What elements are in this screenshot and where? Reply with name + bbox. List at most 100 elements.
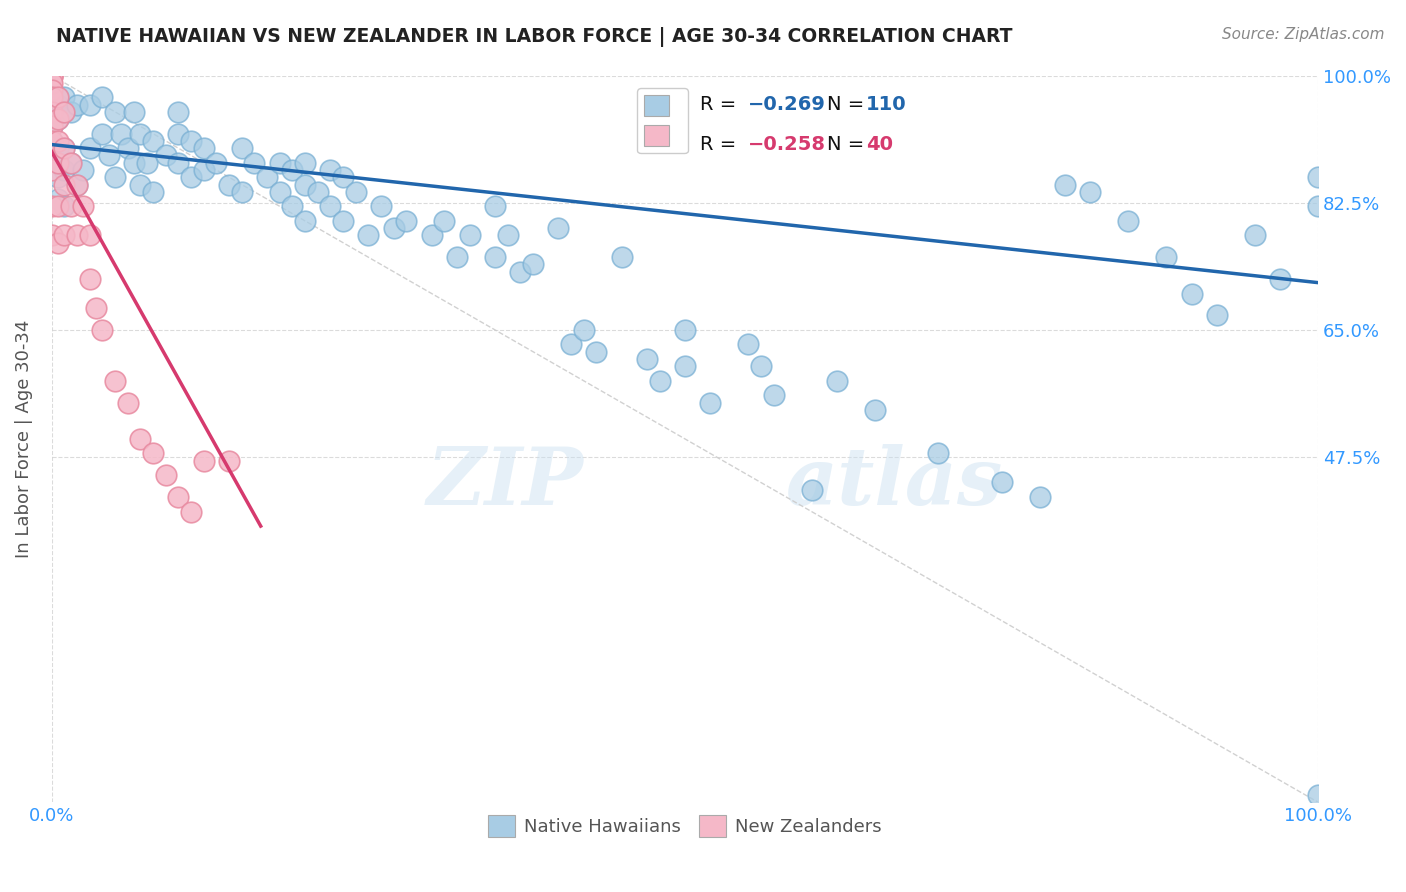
Point — [762, 388, 785, 402]
Point — [395, 214, 418, 228]
Text: 40: 40 — [866, 135, 893, 154]
Point — [458, 228, 481, 243]
Point — [1116, 214, 1139, 228]
Point — [294, 214, 316, 228]
Point — [59, 199, 82, 213]
Text: NATIVE HAWAIIAN VS NEW ZEALANDER IN LABOR FORCE | AGE 30-34 CORRELATION CHART: NATIVE HAWAIIAN VS NEW ZEALANDER IN LABO… — [56, 27, 1012, 46]
Point — [193, 453, 215, 467]
Point — [572, 323, 595, 337]
Point — [91, 127, 114, 141]
Text: 110: 110 — [866, 95, 907, 114]
Point — [46, 155, 69, 169]
Point — [585, 344, 607, 359]
Point — [41, 76, 63, 90]
Point — [53, 90, 76, 104]
Point — [41, 83, 63, 97]
Text: N =: N = — [827, 135, 870, 154]
Point — [41, 97, 63, 112]
Point — [1205, 309, 1227, 323]
Point — [547, 221, 569, 235]
Point — [79, 141, 101, 155]
Point — [53, 228, 76, 243]
Point — [205, 155, 228, 169]
Point — [41, 120, 63, 134]
Point — [41, 69, 63, 83]
Point — [155, 468, 177, 483]
Point — [1243, 228, 1265, 243]
Point — [41, 134, 63, 148]
Point — [117, 395, 139, 409]
Point — [382, 221, 405, 235]
Point — [46, 235, 69, 250]
Point — [129, 127, 152, 141]
Point — [142, 446, 165, 460]
Text: N =: N = — [827, 95, 870, 114]
Point — [1154, 250, 1177, 264]
Point — [231, 141, 253, 155]
Point — [91, 90, 114, 104]
Point — [46, 134, 69, 148]
Point — [41, 90, 63, 104]
Point — [863, 402, 886, 417]
Point — [79, 97, 101, 112]
Point — [737, 337, 759, 351]
Point — [129, 178, 152, 192]
Point — [332, 170, 354, 185]
Point — [319, 163, 342, 178]
Point — [509, 265, 531, 279]
Point — [332, 214, 354, 228]
Text: −0.269: −0.269 — [748, 95, 827, 114]
Point — [636, 351, 658, 366]
Point — [1053, 178, 1076, 192]
Point — [1180, 286, 1202, 301]
Point — [800, 483, 823, 497]
Point — [420, 228, 443, 243]
Point — [167, 104, 190, 119]
Point — [990, 475, 1012, 490]
Point — [66, 228, 89, 243]
Point — [648, 374, 671, 388]
Point — [46, 112, 69, 127]
Point — [370, 199, 392, 213]
Point — [319, 199, 342, 213]
Point — [142, 134, 165, 148]
Point — [496, 228, 519, 243]
Point — [344, 185, 367, 199]
Point — [97, 148, 120, 162]
Point — [167, 127, 190, 141]
Point — [46, 141, 69, 155]
Point — [41, 163, 63, 178]
Point — [610, 250, 633, 264]
Point — [484, 250, 506, 264]
Point — [59, 155, 82, 169]
Point — [66, 97, 89, 112]
Point — [180, 170, 202, 185]
Point — [46, 170, 69, 185]
Point — [46, 90, 69, 104]
Text: R =: R = — [700, 135, 742, 154]
Point — [41, 199, 63, 213]
Point — [41, 69, 63, 83]
Point — [53, 141, 76, 155]
Point — [433, 214, 456, 228]
Text: R =: R = — [700, 95, 742, 114]
Point — [699, 395, 721, 409]
Point — [66, 178, 89, 192]
Point — [218, 453, 240, 467]
Point — [122, 104, 145, 119]
Point — [1028, 490, 1050, 504]
Point — [1308, 788, 1330, 802]
Text: atlas: atlas — [786, 443, 1004, 521]
Point — [41, 120, 63, 134]
Point — [1308, 199, 1330, 213]
Point — [243, 155, 266, 169]
Y-axis label: In Labor Force | Age 30-34: In Labor Force | Age 30-34 — [15, 319, 32, 558]
Point — [84, 301, 107, 315]
Point — [180, 505, 202, 519]
Point — [41, 104, 63, 119]
Point — [1078, 185, 1101, 199]
Point — [46, 199, 69, 213]
Point — [673, 359, 696, 374]
Point — [825, 374, 848, 388]
Point — [41, 228, 63, 243]
